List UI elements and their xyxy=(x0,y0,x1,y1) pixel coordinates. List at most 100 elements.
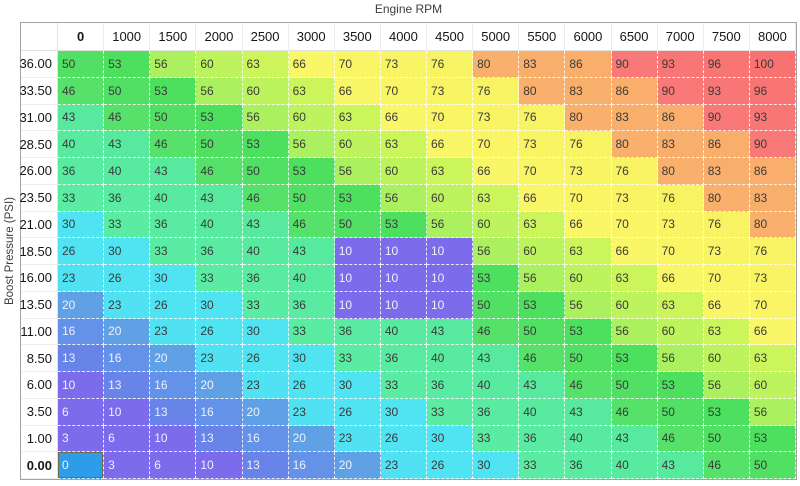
map-cell[interactable]: 86 xyxy=(565,51,612,78)
map-cell[interactable]: 56 xyxy=(703,372,750,399)
map-cell[interactable]: 43 xyxy=(104,131,151,158)
column-header[interactable]: 6500 xyxy=(611,23,658,51)
map-cell[interactable]: 46 xyxy=(565,372,612,399)
map-cell[interactable]: 60 xyxy=(473,211,520,239)
map-cell[interactable]: 56 xyxy=(657,345,704,372)
map-cell[interactable]: 53 xyxy=(150,77,197,105)
map-cell[interactable]: 63 xyxy=(749,345,796,372)
column-header[interactable]: 7500 xyxy=(703,23,750,51)
map-cell[interactable]: 76 xyxy=(473,77,520,105)
map-cell[interactable]: 53 xyxy=(334,184,381,212)
row-header[interactable]: 11.00 xyxy=(20,318,58,346)
map-cell[interactable]: 36 xyxy=(150,211,197,239)
map-cell[interactable]: 30 xyxy=(427,425,474,453)
map-cell[interactable]: 60 xyxy=(657,318,704,346)
map-cell[interactable]: 63 xyxy=(703,318,750,346)
map-cell[interactable]: 56 xyxy=(196,77,243,105)
map-cell[interactable]: 26 xyxy=(104,265,151,292)
map-cell[interactable]: 46 xyxy=(196,158,243,185)
map-cell[interactable]: 70 xyxy=(334,51,381,78)
map-cell[interactable]: 33 xyxy=(380,372,427,399)
map-cell[interactable]: 40 xyxy=(611,452,658,479)
map-cell[interactable]: 46 xyxy=(657,425,704,453)
row-header[interactable]: 6.00 xyxy=(21,372,58,399)
map-cell[interactable]: 46 xyxy=(104,104,151,132)
map-cell[interactable]: 43 xyxy=(427,318,474,346)
row-header[interactable]: 21.00 xyxy=(19,211,58,239)
map-cell[interactable]: 80 xyxy=(657,158,704,185)
map-cell[interactable]: 10 xyxy=(196,452,243,479)
map-cell[interactable]: 56 xyxy=(519,265,566,292)
row-header[interactable]: 13.50 xyxy=(19,291,58,319)
map-cell[interactable]: 30 xyxy=(288,345,335,372)
map-cell[interactable]: 73 xyxy=(427,77,474,105)
map-cell[interactable]: 53 xyxy=(104,51,151,78)
map-cell[interactable]: 66 xyxy=(703,291,750,319)
map-cell[interactable]: 40 xyxy=(150,184,197,212)
map-cell[interactable]: 3 xyxy=(104,452,151,479)
map-cell[interactable]: 40 xyxy=(288,265,335,292)
column-header[interactable]: 7000 xyxy=(657,23,704,51)
map-cell[interactable]: 76 xyxy=(565,131,612,158)
map-cell[interactable]: 23 xyxy=(150,318,197,346)
column-header[interactable]: 0 xyxy=(58,23,105,51)
map-cell[interactable]: 36 xyxy=(427,372,474,399)
row-header[interactable]: 26.00 xyxy=(19,158,58,185)
map-cell[interactable]: 53 xyxy=(473,265,520,292)
map-cell[interactable]: 53 xyxy=(288,158,335,185)
map-cell[interactable]: 10 xyxy=(380,291,427,319)
map-cell[interactable]: 40 xyxy=(519,398,566,426)
map-cell[interactable]: 50 xyxy=(104,77,151,105)
map-cell[interactable]: 23 xyxy=(58,265,105,292)
map-cell[interactable]: 96 xyxy=(749,77,796,105)
map-cell[interactable]: 53 xyxy=(196,104,243,132)
map-cell[interactable]: 80 xyxy=(611,131,658,158)
map-cell[interactable]: 30 xyxy=(242,318,289,346)
map-cell[interactable]: 90 xyxy=(657,77,704,105)
map-cell[interactable]: 73 xyxy=(473,104,520,132)
map-cell[interactable]: 20 xyxy=(334,452,381,479)
map-cell[interactable]: 3 xyxy=(58,425,105,453)
map-cell[interactable]: 66 xyxy=(657,265,704,292)
map-cell[interactable]: 73 xyxy=(611,184,658,212)
column-header[interactable]: 5500 xyxy=(519,23,566,51)
map-cell[interactable]: 63 xyxy=(288,77,335,105)
map-cell[interactable]: 36 xyxy=(334,318,381,346)
map-cell[interactable]: 43 xyxy=(242,211,289,239)
map-cell[interactable]: 10 xyxy=(150,425,197,453)
map-cell[interactable]: 13 xyxy=(150,398,197,426)
map-cell[interactable]: 53 xyxy=(749,425,796,453)
map-cell[interactable]: 26 xyxy=(196,318,243,346)
map-cell[interactable]: 23 xyxy=(288,398,335,426)
map-cell[interactable]: 90 xyxy=(749,131,796,158)
map-cell[interactable]: 46 xyxy=(473,318,520,346)
map-cell[interactable]: 43 xyxy=(657,452,704,479)
map-cell[interactable]: 50 xyxy=(657,398,704,426)
map-cell[interactable]: 46 xyxy=(288,211,335,239)
map-cell[interactable]: 66 xyxy=(288,51,335,78)
map-cell[interactable]: 23 xyxy=(196,345,243,372)
map-cell[interactable]: 56 xyxy=(150,51,197,78)
row-header[interactable]: 16.00 xyxy=(19,265,58,292)
map-cell[interactable]: 86 xyxy=(657,104,704,132)
map-cell[interactable]: 60 xyxy=(611,291,658,319)
map-cell[interactable]: 40 xyxy=(196,211,243,239)
map-cell[interactable]: 76 xyxy=(749,238,796,265)
map-cell[interactable]: 83 xyxy=(703,158,750,185)
map-cell[interactable]: 16 xyxy=(196,398,243,426)
map-cell[interactable]: 26 xyxy=(334,398,381,426)
map-cell[interactable]: 83 xyxy=(565,77,612,105)
map-cell[interactable]: 26 xyxy=(288,372,335,399)
map-cell[interactable]: 6 xyxy=(104,425,151,453)
column-header[interactable]: 6000 xyxy=(565,23,612,51)
map-cell[interactable]: 50 xyxy=(334,211,381,239)
map-cell[interactable]: 60 xyxy=(242,77,289,105)
map-cell[interactable]: 46 xyxy=(519,345,566,372)
map-cell[interactable]: 76 xyxy=(519,104,566,132)
map-cell[interactable]: 43 xyxy=(611,425,658,453)
map-cell[interactable]: 23 xyxy=(334,425,381,453)
map-cell[interactable]: 70 xyxy=(749,291,796,319)
row-header[interactable]: 0.00 xyxy=(21,452,58,479)
map-cell[interactable]: 50 xyxy=(58,51,105,78)
map-cell[interactable]: 66 xyxy=(611,238,658,265)
